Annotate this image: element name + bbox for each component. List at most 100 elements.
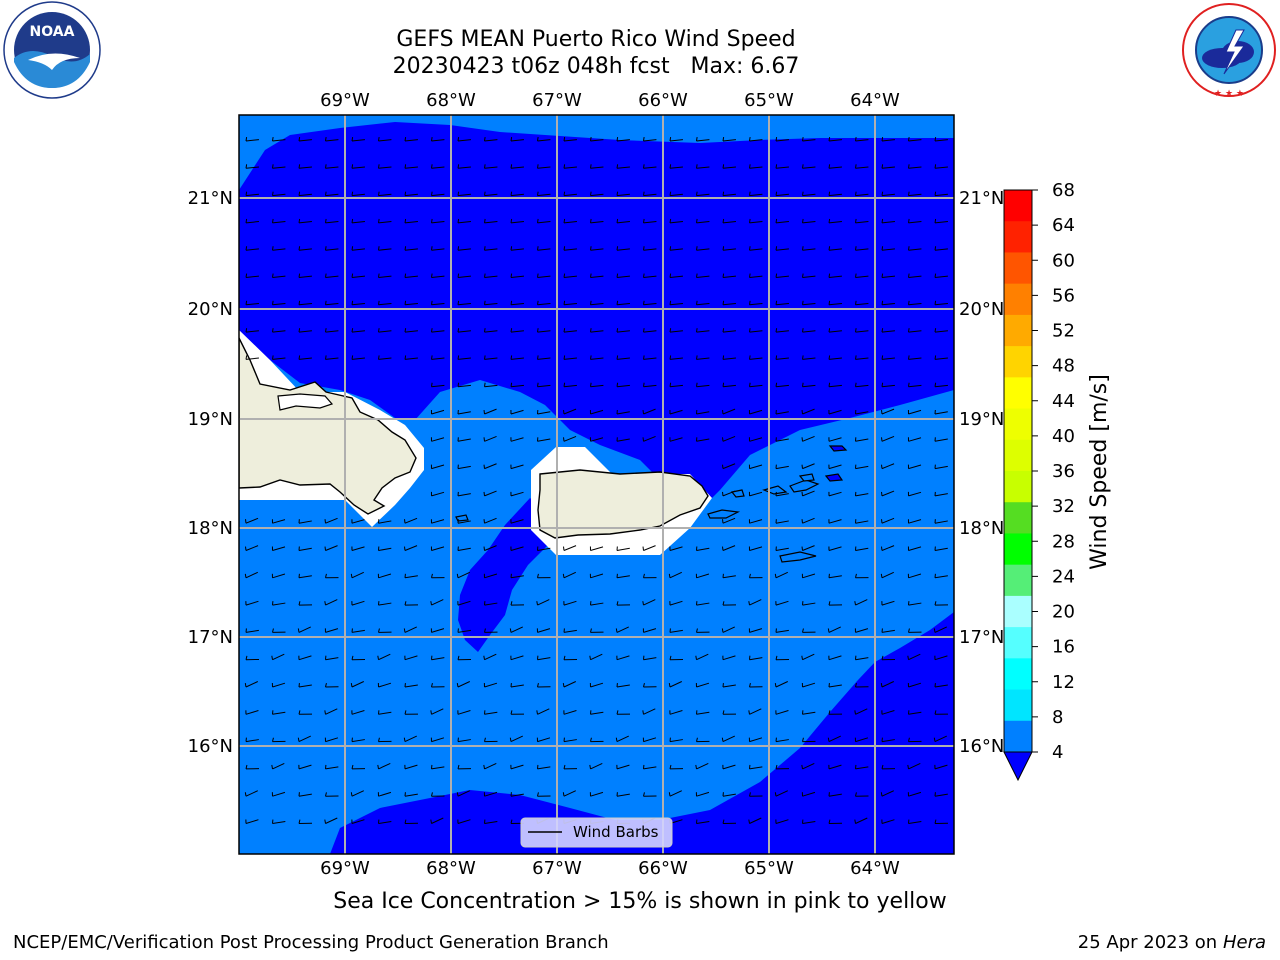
wind-barb xyxy=(484,791,498,797)
wind-barb xyxy=(616,575,630,579)
wind-barb xyxy=(908,248,922,251)
wind-barb xyxy=(802,221,816,224)
wind-barb-flag xyxy=(562,682,565,688)
wind-barb-flag xyxy=(881,655,884,660)
wind-barb xyxy=(272,193,286,197)
wind-barb xyxy=(245,681,258,688)
wind-barb-flag xyxy=(325,682,327,688)
wind-barb-flag xyxy=(669,191,672,196)
wind-barb xyxy=(351,600,365,606)
wind-barb xyxy=(245,819,259,824)
wind-barb xyxy=(749,221,763,224)
wind-barb xyxy=(908,464,922,470)
wind-barb-flag xyxy=(325,164,327,169)
lat-label: 18°N xyxy=(188,518,233,539)
wind-barb xyxy=(431,708,444,715)
wind-barb-flag xyxy=(828,710,831,715)
wind-barb-flag xyxy=(590,164,592,169)
wind-barb-flag xyxy=(722,164,725,169)
wind-barb-flag xyxy=(749,792,751,797)
wind-barb-flag xyxy=(537,382,539,387)
wind-barb-flag xyxy=(722,710,725,715)
wind-barb xyxy=(855,139,869,142)
wind-barb-flag xyxy=(801,655,803,660)
wind-barb xyxy=(775,438,789,442)
colorbar-segment xyxy=(1004,314,1032,347)
wind-barb xyxy=(378,520,392,524)
wind-barb-flag xyxy=(881,246,884,251)
wind-barb xyxy=(802,357,816,360)
wind-barb xyxy=(537,193,551,197)
wind-barb xyxy=(828,655,842,661)
wind-barb xyxy=(510,221,524,224)
wind-barb-flag xyxy=(297,737,300,742)
wind-barb xyxy=(908,820,922,824)
wind-barb xyxy=(404,517,418,524)
wind-barb xyxy=(802,166,816,169)
wind-barb xyxy=(298,626,311,633)
wind-barb xyxy=(802,653,815,661)
wind-barb xyxy=(722,793,736,797)
wind-barb-flag xyxy=(908,136,910,142)
wind-barb-flag xyxy=(775,273,778,278)
wind-barb-flag xyxy=(696,164,698,169)
wind-barb-flag xyxy=(351,246,354,251)
wind-barb-flag xyxy=(484,273,486,278)
wind-barb xyxy=(563,710,577,715)
wind-barb xyxy=(643,193,657,197)
wind-barb-flag xyxy=(351,328,354,333)
wind-barb xyxy=(802,490,815,497)
wind-barb-flag xyxy=(537,136,539,142)
map-title: GEFS MEAN Puerto Rico Wind Speed xyxy=(396,27,796,52)
wind-barb xyxy=(351,139,365,142)
wind-barb xyxy=(484,573,498,579)
wind-barb xyxy=(749,409,763,415)
wind-barb-flag xyxy=(351,655,354,660)
wind-barb-flag xyxy=(298,191,301,196)
wind-barb xyxy=(669,710,683,715)
wind-barb xyxy=(404,684,418,688)
wind-barb xyxy=(669,166,683,169)
wind-barb-flag xyxy=(404,191,407,196)
wind-barb xyxy=(855,547,869,551)
wind-barb-flag xyxy=(855,136,857,142)
lat-label: 17°N xyxy=(188,627,233,648)
wind-barb xyxy=(855,493,869,497)
wind-barb xyxy=(457,438,471,442)
colorbar-segment xyxy=(1004,627,1032,659)
wind-barb-flag xyxy=(484,328,486,333)
wind-barb xyxy=(404,626,417,633)
wind-barb xyxy=(298,547,312,551)
wind-barb-flag xyxy=(695,764,697,769)
footer-host: Hera xyxy=(1222,932,1266,953)
wind-barb xyxy=(325,517,338,524)
wind-barb-flag xyxy=(378,273,380,278)
wind-barb-flag xyxy=(590,300,592,305)
wind-barb xyxy=(722,193,736,197)
wind-barb xyxy=(828,248,842,251)
wind-barb xyxy=(828,519,842,524)
wind-barb xyxy=(484,221,498,224)
wind-barb xyxy=(590,791,604,797)
wind-barb-flag xyxy=(457,764,460,770)
wind-barb-flag xyxy=(563,355,566,360)
wind-barb xyxy=(881,139,895,142)
wind-barb-flag xyxy=(802,136,804,142)
wind-barb-flag xyxy=(775,164,778,169)
wind-barb xyxy=(828,546,842,551)
wind-barb xyxy=(828,330,842,333)
wind-barb xyxy=(431,409,445,415)
wind-barb xyxy=(272,820,286,824)
wind-barb-flag xyxy=(669,246,672,251)
wind-barb xyxy=(616,684,630,688)
wind-barb-flag xyxy=(510,355,513,360)
wind-barb-flag xyxy=(934,819,937,824)
wind-barb xyxy=(934,465,948,470)
wind-barb xyxy=(457,571,470,579)
wind-barb-flag xyxy=(855,191,857,196)
wind-barb-flag xyxy=(668,682,671,688)
wind-barb-flag xyxy=(457,246,460,251)
wind-barb xyxy=(908,491,922,497)
wind-barb xyxy=(245,790,258,797)
